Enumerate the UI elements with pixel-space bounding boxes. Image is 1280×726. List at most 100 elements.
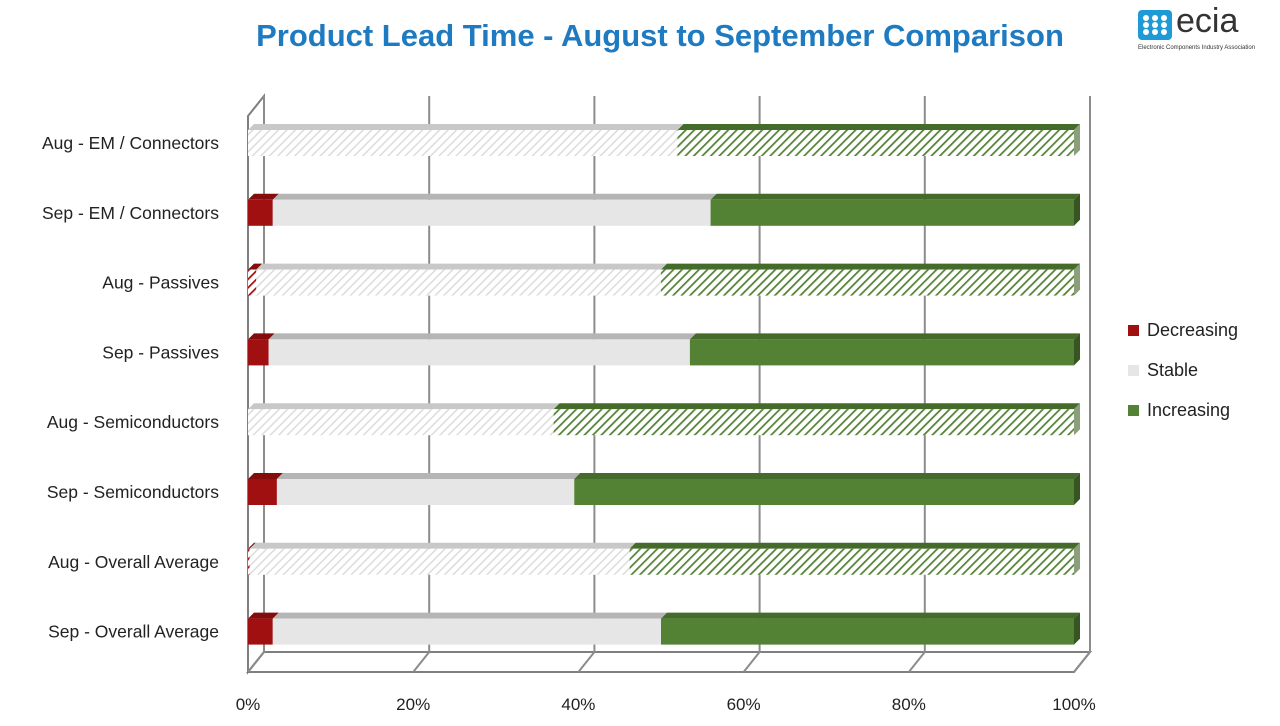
legend-swatch [1128,324,1139,336]
gridline [412,96,431,673]
floor [245,651,1093,673]
bar-segment-top [276,473,581,479]
x-tick-label: 80% [892,695,926,714]
bar-segment-top [661,263,1080,270]
legend-label: Decreasing [1147,319,1239,340]
bar-segment-top [248,193,279,200]
bar-segment [248,409,554,436]
bar-segment [710,199,1074,226]
bar-segment [272,199,711,226]
bar-segment-top [256,263,667,270]
bar-side [1074,612,1080,645]
x-tick-label: 20% [396,695,430,714]
category-label: Sep - Overall Average [48,622,219,642]
bar-segment-top [248,333,275,340]
bar-segment-top [268,333,696,340]
category-label: Sep - Semiconductors [47,482,219,502]
bar-segment [249,548,630,575]
bar-segment-top [248,542,256,549]
bar-segment [268,339,690,366]
bar-segment [248,130,678,156]
x-tick-label: 0% [236,695,261,714]
bar-segment-top [689,333,1080,340]
category-label: Aug - EM / Connectors [42,133,219,153]
bar-segment [276,479,575,505]
bar-segment-top [272,612,667,619]
bar-group [248,193,1080,226]
legend-item: Decreasing [1128,310,1238,350]
bar-segment [689,339,1074,366]
bar-segment-top [710,193,1080,200]
bar-segment [272,618,661,645]
bar-side [1074,263,1080,296]
bar-group [248,403,1080,436]
category-label: Aug - Semiconductors [47,412,219,432]
bar-segment [248,548,250,575]
bar-segment-top [248,403,560,410]
ecia-logo: ecia Electronic Components Industry Asso… [1138,2,1278,54]
gridline [908,96,926,673]
labels-layer: 0% 20% 40% 60% 80% 100% Aug - EM / Connectors S… [42,133,1096,714]
legend-item: Increasing [1128,390,1238,430]
bars-layer [248,124,1080,645]
bar-segment-top [629,542,1080,549]
category-label: Sep - Passives [102,342,219,362]
bar-group [248,473,1080,505]
bar-segment [574,479,1074,505]
bar-group [248,333,1080,366]
bar-segment-top [248,473,283,479]
bar-segment [248,479,277,505]
gridline [577,96,596,673]
legend-swatch [1128,364,1139,376]
bar-group [248,542,1080,575]
bar-segment [661,618,1074,645]
gridline [1073,96,1091,673]
bar-segment [248,269,257,296]
bar-segment [248,199,273,226]
category-label: Aug - Overall Average [48,552,219,572]
bar-segment-top [677,124,1080,130]
bar-group [248,263,1080,296]
x-tick-label: 40% [561,695,595,714]
legend-swatch [1128,404,1139,416]
legend-label: Stable [1147,359,1199,380]
bar-segment [256,269,661,296]
side-wall [247,93,265,675]
bar-segment-top [574,473,1080,479]
ecia-logo-icon [1138,10,1172,40]
category-label: Sep - EM / Connectors [42,203,219,223]
bar-segment-top [249,542,636,549]
bar-side [1074,542,1080,575]
bar-segment-top [248,263,263,270]
bar-segment [248,618,273,645]
x-tick-label: 100% [1052,695,1095,714]
bar-segment [677,130,1074,156]
bar-segment-top [248,612,279,619]
bar-side [1074,124,1080,156]
bar-segment-top [248,124,684,130]
bar-segment-top [553,403,1080,410]
bar-side [1074,193,1080,226]
legend-item: Stable [1128,350,1238,390]
bar-segment [553,409,1074,436]
bar-group [248,612,1080,645]
bar-side [1074,333,1080,366]
logo-subtitle: Electronic Components Industry Associati… [1138,45,1256,51]
bar-segment [248,339,269,366]
grid-layer [245,93,1093,675]
bar-segment [661,269,1074,296]
bar-side [1074,403,1080,436]
gridline [742,96,761,673]
bar-segment-top [272,193,717,200]
logo-wordmark: ecia [1176,2,1239,40]
bar-segment [629,548,1074,575]
legend-label: Increasing [1147,399,1231,420]
category-label: Aug - Passives [102,273,219,293]
bar-segment-top [661,612,1080,619]
legend: Decreasing Stable Increasing [1128,310,1238,430]
bar-side [1074,473,1080,505]
bar-group [248,124,1080,156]
page-title: Product Lead Time - August to September … [256,18,1064,53]
x-tick-label: 60% [727,695,761,714]
